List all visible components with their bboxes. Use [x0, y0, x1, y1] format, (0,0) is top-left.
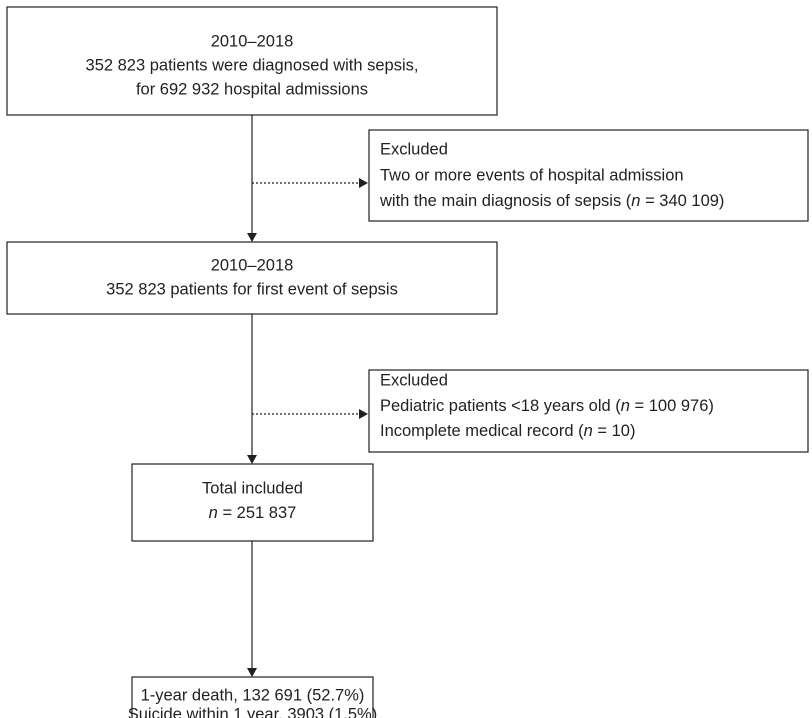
text-segment: = 340 109) — [640, 192, 724, 210]
node-text: n = 251 837 — [209, 504, 297, 522]
text-segment: Pediatric patients <18 years old ( — [380, 397, 621, 415]
arrow-head — [247, 455, 257, 464]
node: 1-year death, 132 691 (52.7%)Suicide wit… — [128, 676, 377, 718]
text-segment: with the main diagnosis of sepsis ( — [379, 192, 632, 210]
arrow-head — [359, 178, 368, 188]
text-segment: n — [621, 397, 630, 415]
text-segment: = 251 837 — [218, 504, 296, 522]
node-text: Incomplete medical record (n = 10) — [380, 422, 635, 440]
arrow-head — [247, 668, 257, 677]
text-segment: n — [631, 192, 640, 210]
text-segment: n — [584, 422, 593, 440]
node-box — [6, 241, 498, 315]
text-segment: n — [209, 504, 218, 522]
node-text: Total included — [202, 479, 303, 497]
node: Excluded Pediatric patients <18 years old… — [368, 369, 809, 453]
node-box — [368, 129, 809, 222]
node-text: with the main diagnosis of sepsis (n = 3… — [379, 192, 724, 210]
node-text: Two or more events of hospital admission — [380, 166, 684, 184]
node-text: Pediatric patients <18 years old (n = 10… — [380, 397, 714, 415]
node: 2010–2018 352 823 patients for first even… — [6, 241, 498, 315]
node-text: 1-year death, 132 691 (52.7%) — [141, 686, 365, 704]
node-text: 352 823 patients for first event of seps… — [106, 280, 398, 298]
arrow-head — [247, 233, 257, 242]
node: Total included n = 251 837 — [131, 463, 374, 542]
node-text: for 692 932 hospital admissions — [136, 80, 368, 98]
node-box — [131, 676, 374, 718]
node-text: Excluded — [380, 371, 448, 389]
node-text: 352 823 patients were diagnosed with sep… — [86, 56, 419, 74]
text-segment: = 10) — [593, 422, 636, 440]
node-text: 2010–2018 — [211, 32, 294, 50]
arrow-head — [359, 409, 368, 419]
node: 2010–2018 352 823 patients were diagnosed… — [6, 6, 498, 116]
node-box — [6, 6, 498, 116]
text-segment: = 100 976) — [630, 397, 714, 415]
text-segment: Incomplete medical record ( — [380, 422, 584, 440]
node-box — [131, 463, 374, 542]
node: Excluded Two or more events of hospital a… — [368, 129, 809, 222]
node-text: Suicide within 1 year, 3903 (1.5%) — [128, 705, 377, 718]
node-box — [368, 369, 809, 453]
node-text: Excluded — [380, 140, 448, 158]
node-text: 2010–2018 — [211, 256, 294, 274]
